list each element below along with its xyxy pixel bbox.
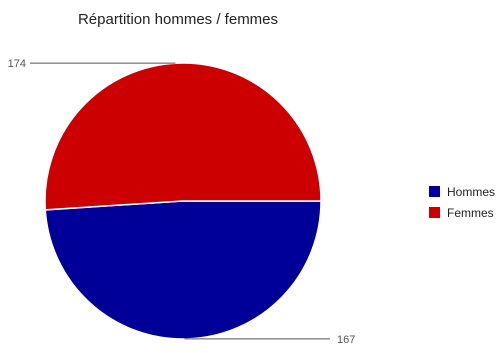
value-label-hommes: 167 bbox=[337, 334, 355, 346]
legend-label-hommes: Hommes bbox=[447, 184, 496, 199]
legend-swatch-hommes bbox=[429, 186, 440, 197]
legend: Hommes Femmes bbox=[429, 181, 495, 223]
legend-swatch-femmes bbox=[429, 207, 440, 218]
pie-slice-hommes[interactable] bbox=[44, 200, 322, 340]
value-label-femmes: 174 bbox=[8, 58, 26, 70]
chart-title: Répartition hommes / femmes bbox=[77, 11, 279, 28]
legend-item-femmes[interactable]: Femmes bbox=[429, 202, 495, 223]
legend-item-hommes[interactable]: Hommes bbox=[429, 181, 495, 202]
pie-slice-femmes[interactable] bbox=[44, 62, 322, 211]
legend-label-femmes: Femmes bbox=[447, 205, 494, 220]
